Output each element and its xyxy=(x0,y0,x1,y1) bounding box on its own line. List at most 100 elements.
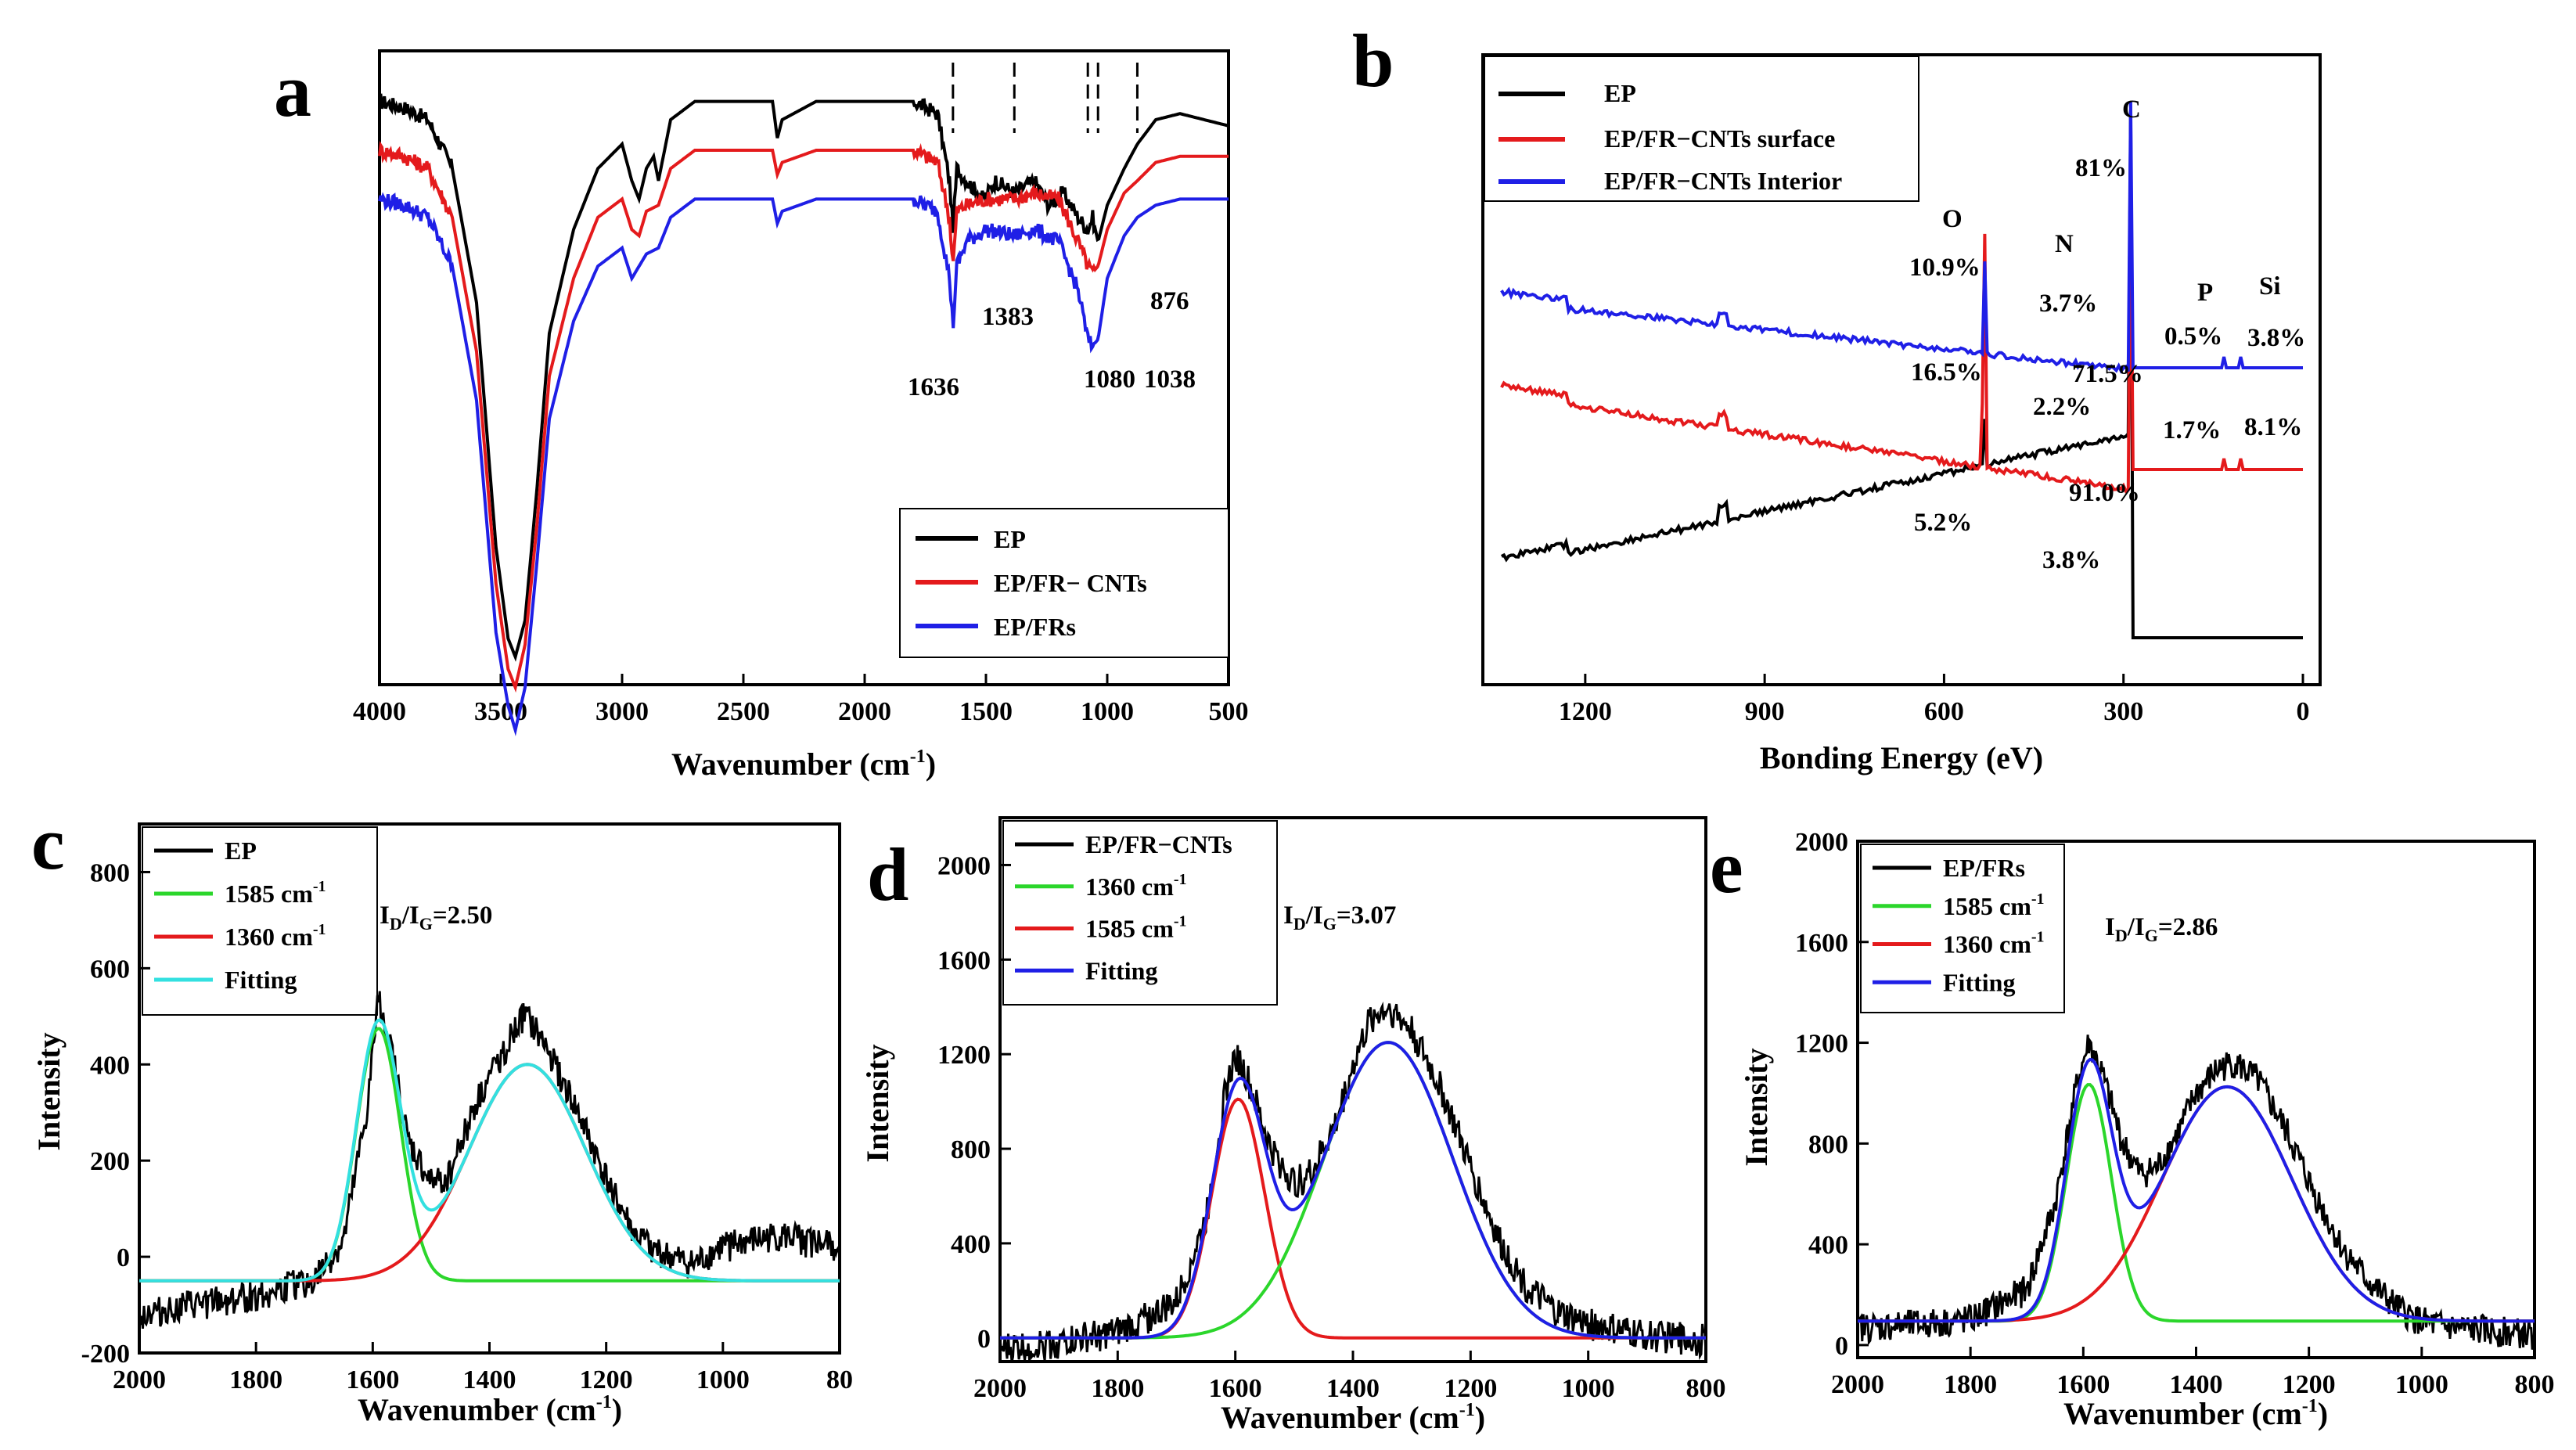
b-xtick-label: 0 xyxy=(2297,697,2310,726)
panel-b-frame xyxy=(1481,53,2322,686)
legend-label-2: 1360 cm-1 xyxy=(1943,929,2045,959)
element-label-si: Si xyxy=(2259,272,2281,300)
xtick-label: 1800 xyxy=(229,1365,282,1394)
legend-label-3: Fitting xyxy=(1943,968,2015,996)
ytick-label: 800 xyxy=(951,1135,991,1164)
ytick-label: 400 xyxy=(1808,1231,1848,1260)
a-annotation-label: 1080 xyxy=(1084,365,1135,394)
panel-e-xlabel: Wavenumber (cm-1) xyxy=(2063,1396,2328,1431)
legend-label-1: 1360 cm-1 xyxy=(1085,871,1187,901)
panel-e-label: e xyxy=(1710,825,1743,908)
raw-data-line xyxy=(138,991,841,1329)
ytick-label: 1200 xyxy=(937,1041,991,1070)
panel-c-series xyxy=(138,991,841,1329)
ytick-label: 1600 xyxy=(937,946,991,975)
xtick-label: 1800 xyxy=(1944,1370,1997,1399)
legend-label-1: 1585 cm-1 xyxy=(1943,891,2045,920)
panel-d-label: d xyxy=(867,833,908,916)
panel-a-label: a xyxy=(274,49,311,132)
ytick-label: 2000 xyxy=(937,851,991,880)
b-series-line-1 xyxy=(1500,179,2303,494)
xtick-label: 1400 xyxy=(1326,1374,1380,1403)
pct-surface-n: 2.2% xyxy=(2033,393,2091,421)
legend-label-2: 1360 cm-1 xyxy=(225,921,326,951)
xtick-label: 80 xyxy=(826,1365,853,1394)
a-series-line-2 xyxy=(378,192,1229,736)
panel-a-xticks: 4000 3500 3000 2500 2000 1500 1000 500 xyxy=(353,674,1249,726)
panel-c-xlabel: Wavenumber (cm-1) xyxy=(358,1392,622,1427)
panel-c: c 2000 1800 1600 1400 1200 1000 80 -200 0 200 400 6… xyxy=(31,801,853,1427)
ytick-label: 0 xyxy=(1835,1332,1848,1361)
panel-b: b 1200 900 600 300 0 Bonding Energy (eV) EP … xyxy=(1352,19,2322,775)
b-series-line-2 xyxy=(1500,101,2303,374)
pct-ep-o: 5.2% xyxy=(1914,509,1972,537)
a-xtick-label: 1000 xyxy=(1081,697,1134,726)
xtick-label: 2000 xyxy=(113,1365,166,1394)
a-annotation-label: 876 xyxy=(1150,287,1189,315)
b-xtick-label: 600 xyxy=(1924,697,1964,726)
pct-surface-si: 8.1% xyxy=(2244,413,2302,441)
pct-interior-c: 81% xyxy=(2075,154,2127,182)
ytick-label: 800 xyxy=(90,858,130,887)
ytick-label: 400 xyxy=(90,1051,130,1080)
pct-surface-c: 71.5% xyxy=(2072,360,2143,388)
xtick-label: 800 xyxy=(1686,1374,1726,1403)
panel-a-series xyxy=(378,93,1229,736)
raw-data-line xyxy=(1856,1034,2536,1351)
panel-b-annotations: C 81% O 10.9% N 3.7% P 0.5% Si 3.8% 16.5… xyxy=(1909,95,2305,574)
element-label-p: P xyxy=(2197,279,2213,307)
raw-data-line xyxy=(998,1001,1707,1363)
panel-e-legend: EP/FRs 1585 cm-1 1360 cm-1 Fitting xyxy=(1860,844,2065,1013)
legend-box xyxy=(1860,844,2065,1013)
ytick-label: 1600 xyxy=(1795,929,1848,958)
pct-surface-o: 16.5% xyxy=(1911,358,1982,387)
legend-label-0: EP/FR−CNTs xyxy=(1085,830,1232,858)
a-xtick-label: 4000 xyxy=(353,697,406,726)
ytick-label: 800 xyxy=(1808,1130,1848,1159)
legend-box xyxy=(1002,820,1278,1006)
panel-b-xticks: 1200 900 600 300 0 xyxy=(1559,674,2310,726)
panel-c-ratio: ID/IG=2.50 xyxy=(380,901,492,934)
xtick-label: 1200 xyxy=(1444,1374,1497,1403)
panel-a-xlabel: Wavenumber (cm-1) xyxy=(671,747,936,782)
pct-ep-n: 3.8% xyxy=(2042,546,2100,574)
peak-fit-line-0 xyxy=(1000,1097,1706,1340)
xtick-label: 1000 xyxy=(2395,1370,2448,1399)
panel-e-ratio: ID/IG=2.86 xyxy=(2105,913,2218,945)
legend-label-ep-frs: EP/FRs xyxy=(994,613,1076,641)
panel-d: d 2000 1800 1600 1400 1200 1000 800 0 400 800 1200… xyxy=(860,816,1726,1435)
a-xtick-label: 2500 xyxy=(717,697,770,726)
element-label-n: N xyxy=(2055,230,2074,258)
panel-a-legend: EP EP/FR− CNTs EP/FRs xyxy=(899,508,1229,658)
fitting-line xyxy=(1000,1041,1706,1340)
xtick-label: 1400 xyxy=(463,1365,516,1394)
panel-a: a 4000 3500 3000 2500 2000 1500 1000 500 163613… xyxy=(274,49,1249,782)
pct-interior-o: 10.9% xyxy=(1909,254,1981,282)
xtick-label: 800 xyxy=(2515,1370,2555,1399)
legend-label-3: Fitting xyxy=(225,966,297,994)
legend-label-b-ep: EP xyxy=(1604,79,1636,107)
legend-box xyxy=(142,826,378,1016)
panel-d-ratio: ID/IG=3.07 xyxy=(1283,901,1396,934)
panel-d-legend: EP/FR−CNTs 1360 cm-1 1585 cm-1 Fitting xyxy=(1002,820,1278,1006)
a-xtick-label: 500 xyxy=(1209,697,1249,726)
ytick-label: 600 xyxy=(90,955,130,984)
panel-b-label: b xyxy=(1352,19,1394,103)
pct-interior-n: 3.7% xyxy=(2039,290,2097,318)
ytick-label: 2000 xyxy=(1795,828,1848,857)
legend-label-1: 1585 cm-1 xyxy=(225,878,326,908)
element-label-c: C xyxy=(2122,95,2141,124)
xtick-label: 1400 xyxy=(2170,1370,2223,1399)
pct-interior-p: 0.5% xyxy=(2164,322,2222,351)
legend-label-b-interior: EP/FR−CNTs Interior xyxy=(1604,167,1842,195)
legend-label-ep: EP xyxy=(994,525,1026,553)
xtick-label: 1000 xyxy=(1562,1374,1615,1403)
pct-interior-si: 3.8% xyxy=(2247,324,2305,352)
panel-b-series xyxy=(1500,101,2303,639)
ytick-label: 400 xyxy=(951,1230,991,1259)
pct-ep-c: 91.0% xyxy=(2069,479,2140,507)
a-annotation-label: 1636 xyxy=(908,373,959,401)
a-annotation-label: 1383 xyxy=(982,303,1034,331)
b-xtick-label: 900 xyxy=(1745,697,1785,726)
